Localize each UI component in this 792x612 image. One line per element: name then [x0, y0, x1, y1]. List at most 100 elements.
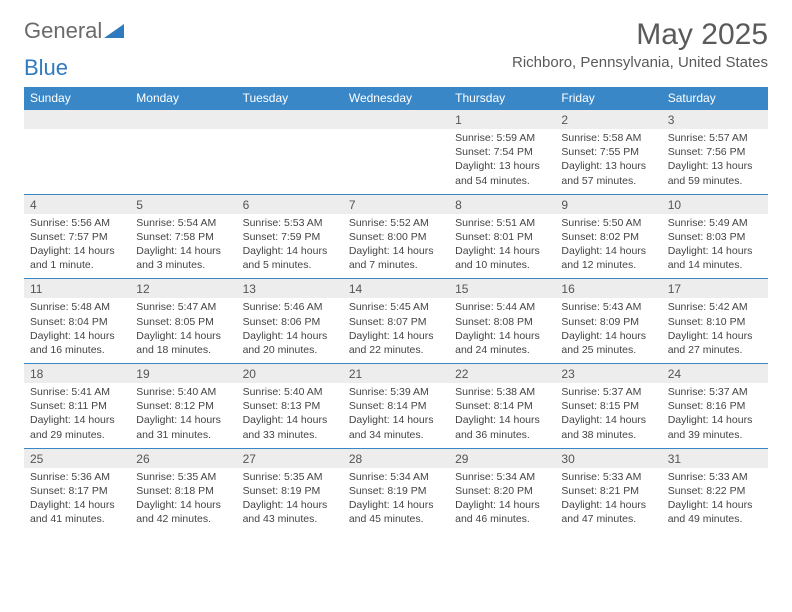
info-cell: Sunrise: 5:40 AMSunset: 8:12 PMDaylight:…: [130, 383, 236, 448]
sunset-line: Sunset: 8:19 PM: [243, 485, 321, 497]
sunset-line: Sunset: 8:03 PM: [668, 231, 746, 243]
sunset-line: Sunset: 8:09 PM: [561, 316, 639, 328]
info-cell: Sunrise: 5:51 AMSunset: 8:01 PMDaylight:…: [449, 214, 555, 279]
daylight-line: Daylight: 13 hours and 57 minutes.: [561, 160, 646, 186]
info-cell: Sunrise: 5:37 AMSunset: 8:16 PMDaylight:…: [662, 383, 768, 448]
daylight-line: Daylight: 14 hours and 24 minutes.: [455, 330, 540, 356]
daylight-line: Daylight: 14 hours and 43 minutes.: [243, 499, 328, 525]
date-cell: [24, 110, 130, 130]
sunset-line: Sunset: 7:58 PM: [136, 231, 214, 243]
weekday-header: Wednesday: [343, 87, 449, 110]
weekday-header: Tuesday: [237, 87, 343, 110]
info-cell: [24, 129, 130, 194]
info-cell: [130, 129, 236, 194]
daylight-line: Daylight: 14 hours and 36 minutes.: [455, 414, 540, 440]
sunrise-line: Sunrise: 5:34 AM: [349, 471, 429, 483]
info-cell: Sunrise: 5:44 AM Sunset: 8:08 PM Daylight:…: [449, 298, 555, 363]
daylight-line: Daylight: 14 hours and 5 minutes.: [243, 245, 328, 271]
daylight-line: Daylight: 14 hours and 38 minutes.: [561, 414, 646, 440]
info-cell: Sunrise: 5:33 AMSunset: 8:22 PMDaylight:…: [662, 468, 768, 533]
info-cell: Sunrise: 5:41 AMSunset: 8:11 PMDaylight:…: [24, 383, 130, 448]
date-cell: 21: [343, 364, 449, 384]
weekday-header: Sunday: [24, 87, 130, 110]
date-cell: [343, 110, 449, 130]
date-row: 123: [24, 110, 768, 130]
weekday-header: Monday: [130, 87, 236, 110]
daylight-line: Daylight: 14 hours and 3 minutes.: [136, 245, 221, 271]
sunset-line: Sunset: 8:16 PM: [668, 400, 746, 412]
date-cell: 20: [237, 364, 343, 384]
info-cell: Sunrise: 5:36 AMSunset: 8:17 PMDaylight:…: [24, 468, 130, 533]
date-cell: 22: [449, 364, 555, 384]
sunset-line: Sunset: 8:02 PM: [561, 231, 639, 243]
sunset-line: Sunset: 8:14 PM: [455, 400, 533, 412]
sunrise-line: Sunrise: 5:37 AM: [668, 386, 748, 398]
daylight-line: Daylight: 13 hours and 59 minutes.: [668, 160, 753, 186]
sunrise-line: Sunrise: 5:44 AM: [455, 301, 535, 313]
info-cell: Sunrise: 5:52 AMSunset: 8:00 PMDaylight:…: [343, 214, 449, 279]
weekday-header: Thursday: [449, 87, 555, 110]
sunrise-line: Sunrise: 5:53 AM: [243, 217, 323, 229]
sunrise-line: Sunrise: 5:42 AM: [668, 301, 748, 313]
info-row: Sunrise: 5:36 AMSunset: 8:17 PMDaylight:…: [24, 468, 768, 533]
sunrise-line: Sunrise: 5:56 AM: [30, 217, 110, 229]
info-cell: Sunrise: 5:40 AMSunset: 8:13 PMDaylight:…: [237, 383, 343, 448]
date-cell: 14: [343, 279, 449, 299]
sunset-line: Sunset: 8:12 PM: [136, 400, 214, 412]
date-cell: 11: [24, 279, 130, 299]
info-cell: Sunrise: 5:42 AMSunset: 8:10 PMDaylight:…: [662, 298, 768, 363]
date-cell: 6: [237, 194, 343, 214]
date-cell: [237, 110, 343, 130]
daylight-line: Daylight: 14 hours and 49 minutes.: [668, 499, 753, 525]
sunset-line: Sunset: 7:55 PM: [561, 146, 639, 158]
sunrise-line: Sunrise: 5:35 AM: [136, 471, 216, 483]
daylight-line: Daylight: 14 hours and 10 minutes.: [455, 245, 540, 271]
logo-triangle-icon: [104, 18, 124, 44]
info-row: Sunrise: 5:59 AMSunset: 7:54 PMDaylight:…: [24, 129, 768, 194]
info-cell: Sunrise: 5:59 AMSunset: 7:54 PMDaylight:…: [449, 129, 555, 194]
daylight-line: Daylight: 14 hours and 45 minutes.: [349, 499, 434, 525]
info-cell: Sunrise: 5:56 AM Sunset: 7:57 PM Daylight:…: [24, 214, 130, 279]
sunrise-line: Sunrise: 5:36 AM: [30, 471, 110, 483]
sunrise-line: Sunrise: 5:58 AM: [561, 132, 641, 144]
month-title: May 2025: [512, 18, 768, 52]
sunrise-line: Sunrise: 5:39 AM: [349, 386, 429, 398]
sunrise-line: Sunrise: 5:49 AM: [668, 217, 748, 229]
sunrise-line: Sunrise: 5:37 AM: [561, 386, 641, 398]
sunrise-line: Sunrise: 5:33 AM: [561, 471, 641, 483]
date-cell: 30: [555, 448, 661, 468]
date-cell: 12: [130, 279, 236, 299]
sunset-line: Sunset: 8:22 PM: [668, 485, 746, 497]
info-cell: Sunrise: 5:37 AMSunset: 8:15 PMDaylight:…: [555, 383, 661, 448]
info-cell: Sunrise: 5:58 AM Sunset: 7:55 PM Daylight:…: [555, 129, 661, 194]
sunset-line: Sunset: 8:01 PM: [455, 231, 533, 243]
date-row: 45678910: [24, 194, 768, 214]
info-cell: Sunrise: 5:53 AMSunset: 7:59 PMDaylight:…: [237, 214, 343, 279]
info-cell: Sunrise: 5:46 AMSunset: 8:06 PMDaylight:…: [237, 298, 343, 363]
sunrise-line: Sunrise: 5:40 AM: [243, 386, 323, 398]
info-cell: Sunrise: 5:34 AMSunset: 8:19 PMDaylight:…: [343, 468, 449, 533]
sunset-line: Sunset: 8:08 PM: [455, 316, 533, 328]
date-cell: 19: [130, 364, 236, 384]
sunset-line: Sunset: 8:10 PM: [668, 316, 746, 328]
date-cell: 24: [662, 364, 768, 384]
daylight-line: Daylight: 14 hours and 1 minute.: [30, 245, 115, 271]
info-cell: Sunrise: 5:48 AMSunset: 8:04 PMDaylight:…: [24, 298, 130, 363]
sunset-line: Sunset: 7:57 PM: [30, 231, 108, 243]
logo-text-b: Blue: [24, 55, 68, 80]
date-cell: 9: [555, 194, 661, 214]
daylight-line: Daylight: 14 hours and 16 minutes.: [30, 330, 115, 356]
info-cell: Sunrise: 5:34 AMSunset: 8:20 PMDaylight:…: [449, 468, 555, 533]
info-cell: Sunrise: 5:43 AMSunset: 8:09 PMDaylight:…: [555, 298, 661, 363]
date-cell: 25: [24, 448, 130, 468]
daylight-line: Daylight: 14 hours and 29 minutes.: [30, 414, 115, 440]
sunset-line: Sunset: 8:00 PM: [349, 231, 427, 243]
daylight-line: Daylight: 14 hours and 41 minutes.: [30, 499, 115, 525]
sunrise-line: Sunrise: 5:48 AM: [30, 301, 110, 313]
date-cell: 5: [130, 194, 236, 214]
date-row: 25262728293031: [24, 448, 768, 468]
sunset-line: Sunset: 8:11 PM: [30, 400, 107, 412]
info-cell: Sunrise: 5:35 AMSunset: 8:18 PMDaylight:…: [130, 468, 236, 533]
sunset-line: Sunset: 8:06 PM: [243, 316, 321, 328]
sunrise-line: Sunrise: 5:46 AM: [243, 301, 323, 313]
